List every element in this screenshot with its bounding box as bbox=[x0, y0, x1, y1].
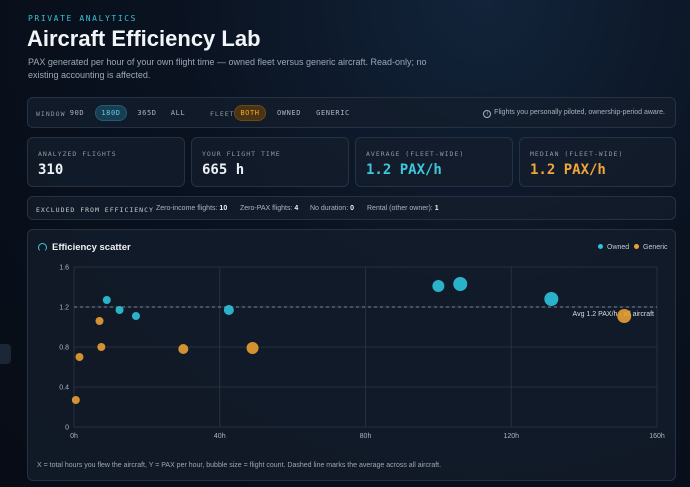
owned-point bbox=[453, 277, 468, 291]
window-option-90d[interactable]: 90D bbox=[69, 109, 85, 117]
legend-generic-label: Generic bbox=[643, 244, 668, 251]
generic-point bbox=[95, 317, 104, 325]
owned-point bbox=[102, 296, 111, 304]
legend-owned-label: Owned bbox=[607, 244, 630, 251]
excluded-zero-pax: Zero-PAX flights: 4 bbox=[240, 205, 299, 212]
owned-point bbox=[544, 292, 559, 306]
owned-point bbox=[131, 312, 140, 320]
filter-bar: WINDOW 90D 180D 365D ALL FLEET BOTH OWNE… bbox=[27, 97, 676, 128]
stat-label: ANALYZED FLIGHTS bbox=[38, 150, 117, 158]
chart-footnote: X = total hours you flew the aircraft, Y… bbox=[37, 462, 442, 469]
legend-owned-dot bbox=[598, 244, 603, 249]
stat-median: MEDIAN (FLEET-WIDE) 1.2 PAX/h bbox=[519, 137, 676, 187]
x-tick-label: 40h bbox=[214, 433, 226, 440]
stat-value: 1.2 PAX/h bbox=[530, 162, 606, 178]
stat-value: 1.2 PAX/h bbox=[366, 162, 442, 178]
info-note: i Flights you personally piloted, ownersh… bbox=[483, 109, 665, 118]
gauge-icon bbox=[38, 243, 47, 252]
x-tick-label: 160h bbox=[649, 433, 665, 440]
legend-owned: Owned bbox=[598, 244, 629, 251]
window-option-180d[interactable]: 180D bbox=[95, 105, 127, 121]
excluded-label: EXCLUDED FROM EFFICIENCY bbox=[36, 206, 154, 214]
owned-point bbox=[115, 306, 124, 314]
owned-point bbox=[223, 305, 234, 315]
chart-title: Efficiency scatter bbox=[52, 242, 131, 253]
side-panel-handle[interactable] bbox=[0, 344, 11, 364]
owned-point bbox=[432, 280, 445, 292]
page-eyebrow: PRIVATE ANALYTICS bbox=[28, 14, 138, 23]
generic-point bbox=[617, 309, 632, 323]
excluded-rental: Rental (other owner): 1 bbox=[367, 205, 439, 212]
stat-label: MEDIAN (FLEET-WIDE) bbox=[530, 150, 624, 158]
y-tick-label: 0.8 bbox=[59, 345, 69, 352]
x-tick-label: 120h bbox=[503, 433, 519, 440]
legend-generic: Generic bbox=[634, 244, 668, 251]
page-title: Aircraft Efficiency Lab bbox=[27, 26, 261, 51]
excluded-bar: EXCLUDED FROM EFFICIENCY Zero-income fli… bbox=[27, 196, 676, 220]
stat-average: AVERAGE (FLEET-WIDE) 1.2 PAX/h bbox=[355, 137, 513, 187]
y-tick-label: 0 bbox=[65, 425, 69, 432]
info-icon: i bbox=[483, 110, 492, 118]
stat-flight-time: YOUR FLIGHT TIME 665 h bbox=[191, 137, 349, 187]
stat-label: YOUR FLIGHT TIME bbox=[202, 150, 281, 158]
y-tick-label: 0.4 bbox=[59, 385, 69, 392]
excluded-zero-income: Zero-income flights: 10 bbox=[156, 205, 228, 212]
average-line-label: Avg 1.2 PAX/h · all aircraft bbox=[573, 311, 654, 318]
y-tick-label: 1.2 bbox=[59, 305, 69, 312]
fleet-option-generic[interactable]: GENERIC bbox=[316, 109, 350, 117]
fleet-label: FLEET bbox=[210, 110, 235, 118]
x-tick-label: 80h bbox=[360, 433, 372, 440]
fleet-option-both[interactable]: BOTH bbox=[234, 105, 266, 121]
stat-analyzed-flights: ANALYZED FLIGHTS 310 bbox=[27, 137, 185, 187]
excluded-no-duration: No duration: 0 bbox=[310, 205, 354, 212]
chart-card: Efficiency scatter Owned Generic 0 0.4 0.8… bbox=[27, 229, 676, 481]
info-note-text: Flights you personally piloted, ownershi… bbox=[494, 109, 665, 116]
stat-label: AVERAGE (FLEET-WIDE) bbox=[366, 150, 465, 158]
x-tick-label: 0h bbox=[70, 433, 78, 440]
window-label: WINDOW bbox=[36, 110, 66, 118]
generic-point bbox=[97, 343, 106, 351]
window-option-all[interactable]: ALL bbox=[170, 109, 186, 117]
generic-point bbox=[71, 396, 80, 404]
stat-value: 665 h bbox=[202, 162, 245, 178]
stat-value: 310 bbox=[38, 162, 64, 178]
generic-point bbox=[246, 342, 259, 354]
generic-point bbox=[75, 353, 84, 361]
generic-point bbox=[178, 344, 189, 354]
page-subtitle: PAX generated per hour of your own fligh… bbox=[28, 57, 427, 80]
legend-generic-dot bbox=[634, 244, 639, 249]
fleet-option-owned[interactable]: OWNED bbox=[276, 109, 302, 117]
window-option-365d[interactable]: 365D bbox=[137, 109, 157, 117]
y-tick-label: 1.6 bbox=[59, 265, 69, 272]
efficiency-scatter-plot: 0 0.4 0.8 1.2 1.6 0h 40h 80h 120h 160h Avg 1.2 PAX… bbox=[59, 265, 665, 441]
